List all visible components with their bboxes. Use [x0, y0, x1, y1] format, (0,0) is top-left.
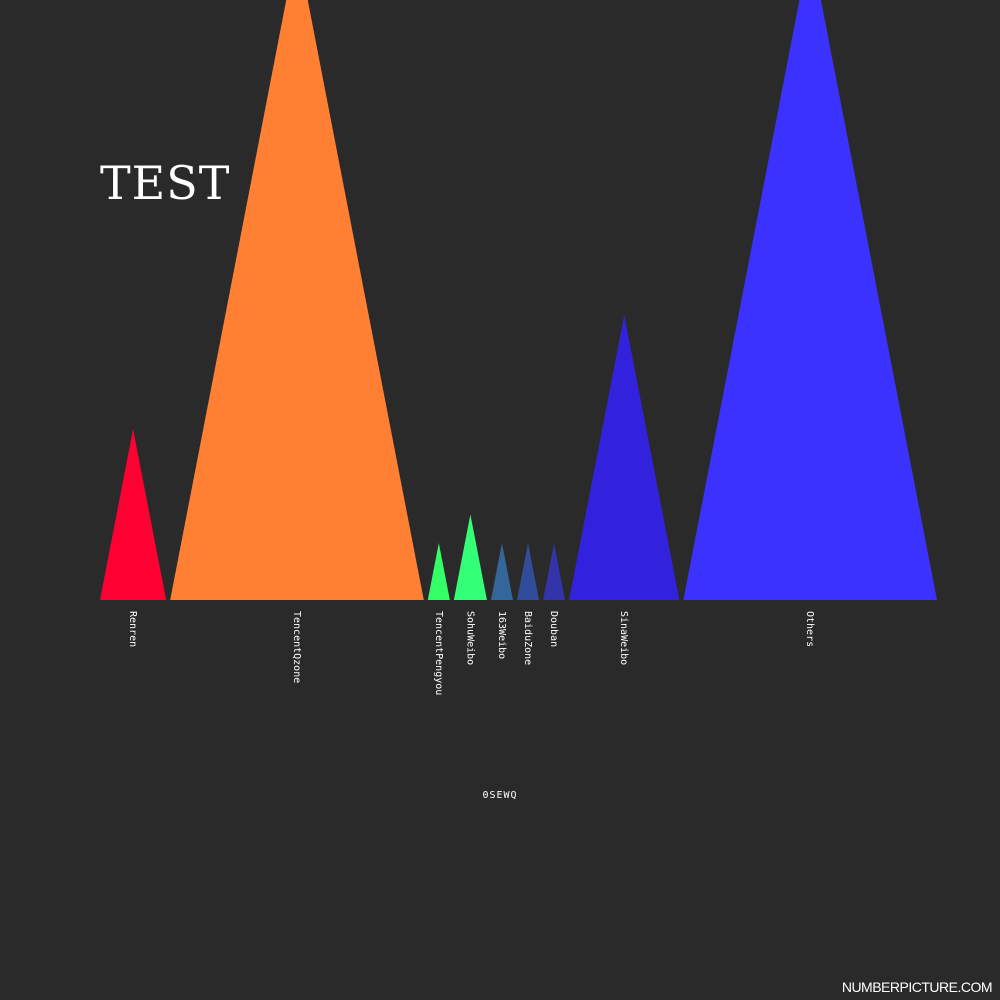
category-label-tencentqzone: TencentQzone	[291, 611, 302, 683]
triangle-bar-renren	[100, 429, 167, 600]
triangle-bar-163weibo	[490, 543, 513, 600]
category-label-tencentpengyou: TencentPengyou	[433, 611, 444, 695]
category-label-renren: Renren	[127, 611, 138, 647]
category-label-others: Others	[804, 611, 815, 647]
watermark: NUMBERPICTURE.COM	[841, 979, 993, 995]
triangle-bar-others	[683, 0, 937, 600]
category-label-baiduzone: BaiduZone	[522, 611, 533, 665]
x-axis-label: 0SEWQ	[482, 790, 518, 801]
chart-title: TEST	[100, 156, 231, 210]
triangle-bar-baiduzone	[516, 543, 540, 600]
triangle-bar-tencentqzone	[170, 0, 424, 600]
triangle-bar-douban	[543, 543, 566, 600]
triangle-bar-sinaweibo	[569, 315, 680, 600]
triangle-bar-tencentpengyou	[427, 543, 450, 600]
category-label-sohuweibo: SohuWeibo	[464, 611, 475, 665]
category-label-sinaweibo: SinaWeibo	[618, 611, 629, 665]
category-label-163weibo: 163Weibo	[496, 611, 507, 659]
triangle-bar-sohuweibo	[453, 514, 487, 600]
chart-marks	[100, 0, 937, 600]
category-labels: Renren TencentQzone TencentPengyou SohuWeib…	[127, 611, 815, 695]
category-label-douban: Douban	[548, 611, 559, 647]
